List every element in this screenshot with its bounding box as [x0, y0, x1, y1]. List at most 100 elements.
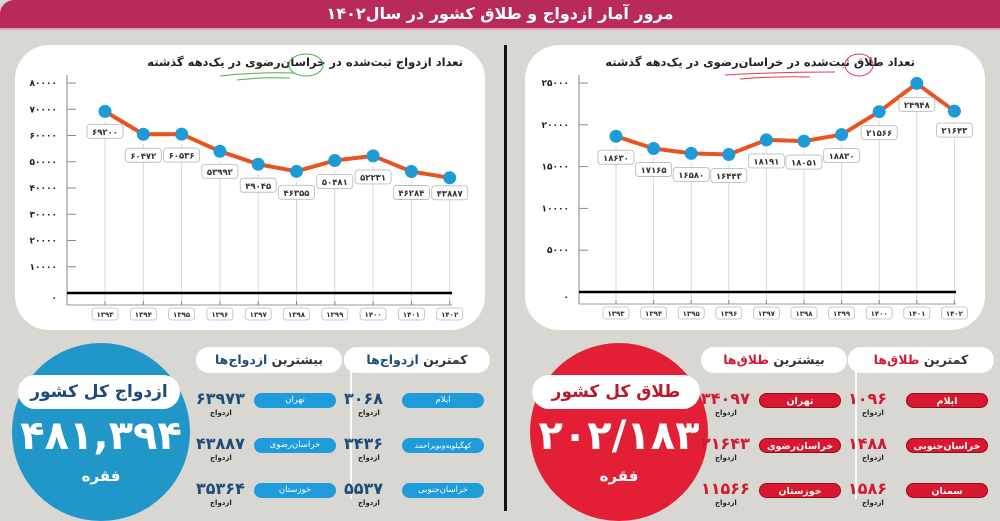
rank-unit: ازدواج	[210, 454, 232, 462]
divorce-most-list: بیشترین طلاق‌ها ۳۴۰۹۷ ازدواج تهران ۲۱۶۴۳…	[701, 347, 857, 512]
divorce-total-unit: فقره	[599, 467, 639, 485]
list-item: ۱۵۸۶ ازدواج سمنان	[848, 480, 998, 520]
column-separator	[350, 349, 352, 499]
rank-unit: ازدواج	[862, 454, 884, 462]
svg-text:۶۰۵۳۶: ۶۰۵۳۶	[169, 152, 195, 162]
header-banner: مرور آمار ازدواج و طلاق کشور در سال۱۴۰۲	[0, 0, 1000, 30]
list-item: ۴۳۸۸۷ ازدواج خراسان‌رضوی	[196, 435, 346, 475]
svg-text:۱۸۰۵۱: ۱۸۰۵۱	[791, 159, 817, 169]
province-pill: تهران	[254, 393, 336, 408]
list-item: ۵۵۳۷ ازدواج خراسان‌جنوبی	[344, 480, 494, 520]
rank-unit: ازدواج	[715, 454, 737, 462]
list-item: ۱۰۹۶ ازدواج ایلام	[848, 390, 998, 430]
svg-text:۱۳۹۷: ۱۳۹۷	[758, 310, 776, 318]
svg-text:۱۴۰۰: ۱۴۰۰	[365, 311, 382, 319]
svg-text:۱۳۹۴: ۱۳۹۴	[135, 311, 153, 319]
svg-text:۲۱۵۶۶: ۲۱۵۶۶	[866, 129, 892, 139]
province-pill: خراسان‌جنوبی	[402, 483, 484, 498]
svg-text:۵۰۰۰۰: ۵۰۰۰۰	[30, 158, 57, 168]
svg-text:۲۰۰۰۰: ۲۰۰۰۰	[542, 121, 569, 131]
svg-text:۰: ۰	[564, 293, 570, 303]
svg-text:۶۹۲۰۰: ۶۹۲۰۰	[92, 128, 118, 138]
rank-unit: ازدواج	[358, 499, 380, 507]
divorce-total-badge: طلاق کل کشور ۲۰۲/۱۸۳ فقره	[530, 343, 708, 521]
svg-text:۰: ۰	[52, 294, 58, 304]
divorce-most-heading: بیشترین طلاق‌ها	[701, 347, 847, 373]
svg-text:۱۴۰۲: ۱۴۰۲	[441, 311, 459, 319]
rank-value: ۳۰۶۸	[344, 389, 384, 408]
marriage-most-list: بیشترین ازدواج‌ها ۶۳۹۷۳ ازدواج تهران ۴۳۸…	[196, 347, 352, 512]
svg-text:۸۰۰۰۰: ۸۰۰۰۰	[30, 79, 57, 89]
svg-text:۴۳۸۸۷: ۴۳۸۸۷	[437, 189, 464, 199]
marriage-least-heading: کمترین ازدواج‌ها	[344, 347, 490, 373]
svg-text:۵۲۲۳۱: ۵۲۲۳۱	[360, 173, 386, 183]
rank-value: ۱۴۸۸	[848, 434, 888, 453]
list-item: ۱۱۵۶۶ ازدواج خوزستان	[701, 480, 851, 520]
list-item: ۳۰۶۸ ازدواج ایلام	[344, 390, 494, 430]
svg-text:۱۵۰۰۰: ۱۵۰۰۰	[542, 163, 569, 173]
svg-text:۵۰۰۰: ۵۰۰۰	[547, 246, 569, 256]
heading-prefix: کمترین	[418, 352, 468, 367]
divorce-line-chart: ۰ ۵۰۰۰ ۱۰۰۰۰ ۱۵۰۰۰ ۲۰۰۰۰ ۲۵۰۰۰ ۱۳۹۳ ۱۳۹۴ ۱۳۹۵ ۱۳۹…	[542, 53, 973, 320]
rank-unit: ازدواج	[715, 409, 737, 417]
province-pill: خراسان‌رضوی	[759, 438, 841, 453]
divorce-least-heading: کمترین طلاق‌ها	[848, 347, 994, 373]
province-pill: سمنان	[906, 483, 988, 498]
svg-text:۶۰۴۷۲: ۶۰۴۷۲	[130, 152, 157, 162]
heading-prefix: بیشترین	[769, 352, 825, 367]
svg-text:۱۳۹۳: ۱۳۹۳	[96, 311, 114, 319]
marriage-total-unit: فقره	[81, 467, 121, 485]
svg-text:۴۹۰۴۵: ۴۹۰۴۵	[245, 182, 271, 192]
svg-text:۵۳۹۹۲: ۵۳۹۹۲	[207, 168, 234, 178]
svg-text:۱۳۹۵: ۱۳۹۵	[173, 311, 191, 319]
svg-text:۱۳۹۵: ۱۳۹۵	[683, 310, 701, 318]
svg-text:۶۰۰۰۰: ۶۰۰۰۰	[30, 132, 57, 142]
svg-text:۱۸۱۹۱: ۱۸۱۹۱	[753, 157, 779, 167]
province-pill: خوزستان	[759, 483, 841, 498]
svg-text:۱۶۵۸۰: ۱۶۵۸۰	[678, 171, 704, 181]
rank-value: ۶۳۹۷۳	[196, 389, 245, 408]
svg-text:۱۸۸۳۰: ۱۸۸۳۰	[829, 152, 855, 162]
svg-text:۱۳۹۸: ۱۳۹۸	[795, 310, 813, 318]
province-pill: تهران	[759, 393, 841, 408]
heading-accent: ازدواج‌ها	[366, 352, 419, 367]
svg-text:۱۳۹۶: ۱۳۹۶	[720, 310, 737, 318]
rank-value: ۱۵۸۶	[848, 479, 888, 498]
svg-text:۱۰۰۰۰: ۱۰۰۰۰	[30, 263, 57, 273]
province-pill: خوزستان	[254, 483, 336, 498]
heading-accent: طلاق‌ها	[873, 352, 920, 367]
rank-value: ۱۱۵۶۶	[701, 479, 750, 498]
marriage-line-chart: ۰ ۱۰۰۰۰ ۲۰۰۰۰ ۳۰۰۰۰ ۴۰۰۰۰ ۵۰۰۰۰ ۶۰۰۰۰ ۷۰۰۰۰ ۸۰۰۰…	[30, 53, 469, 321]
province-pill: ایلام	[402, 393, 484, 408]
svg-text:۱۳۹۶: ۱۳۹۶	[211, 311, 228, 319]
divorce-least-list: کمترین طلاق‌ها ۱۰۹۶ ازدواج ایلام ۱۴۸۸ از…	[848, 347, 998, 512]
divorce-chart-card: تعداد طلاق ثبت‌شده در خراسان‌رضوی در یک‌…	[525, 45, 985, 330]
rank-value: ۳۴۰۹۷	[701, 389, 750, 408]
svg-text:۱۳۹۷: ۱۳۹۷	[250, 311, 268, 319]
svg-text:۱۳۹۴: ۱۳۹۴	[645, 310, 663, 318]
list-item: ۲۱۶۴۳ ازدواج خراسان‌رضوی	[701, 435, 851, 475]
list-item: ۳۴۳۶ ازدواج کهگیلویه‌وبویراحمد	[344, 435, 494, 475]
svg-text:۱۴۰۲: ۱۴۰۲	[946, 310, 964, 318]
province-pill: کهگیلویه‌وبویراحمد	[402, 438, 484, 453]
list-item: ۳۴۰۹۷ ازدواج تهران	[701, 390, 851, 430]
column-separator	[855, 349, 857, 499]
heading-accent: طلاق‌ها	[723, 352, 770, 367]
list-item: ۱۴۸۸ ازدواج خراسان‌جنوبی	[848, 435, 998, 475]
svg-text:۱۴۰۰: ۱۴۰۰	[871, 310, 888, 318]
svg-text:۱۳۹۳: ۱۳۹۳	[607, 310, 625, 318]
rank-unit: ازدواج	[210, 499, 232, 507]
rank-unit: ازدواج	[358, 409, 380, 417]
rank-value: ۳۴۳۶	[344, 434, 384, 453]
province-pill: خراسان‌جنوبی	[906, 438, 988, 453]
marriage-chart-title: تعداد ازدواج ثبت‌شده در خراسان‌رضوی در ی…	[147, 55, 463, 69]
heading-accent: ازدواج‌ها	[214, 352, 268, 367]
svg-text:۳۰۰۰۰: ۳۰۰۰۰	[30, 210, 57, 220]
marriage-most-heading: بیشترین ازدواج‌ها	[196, 347, 342, 373]
svg-text:۱۳۹۸: ۱۳۹۸	[288, 311, 306, 319]
marriage-total-badge: ازدواج کل کشور ۴۸۱,۳۹۴ فقره	[12, 343, 190, 521]
svg-text:۲۱۶۴۳: ۲۱۶۴۳	[941, 127, 968, 137]
rank-value: ۴۳۸۸۷	[196, 434, 245, 453]
rank-value: ۵۵۳۷	[344, 479, 384, 498]
heading-prefix: بیشترین	[267, 352, 324, 367]
